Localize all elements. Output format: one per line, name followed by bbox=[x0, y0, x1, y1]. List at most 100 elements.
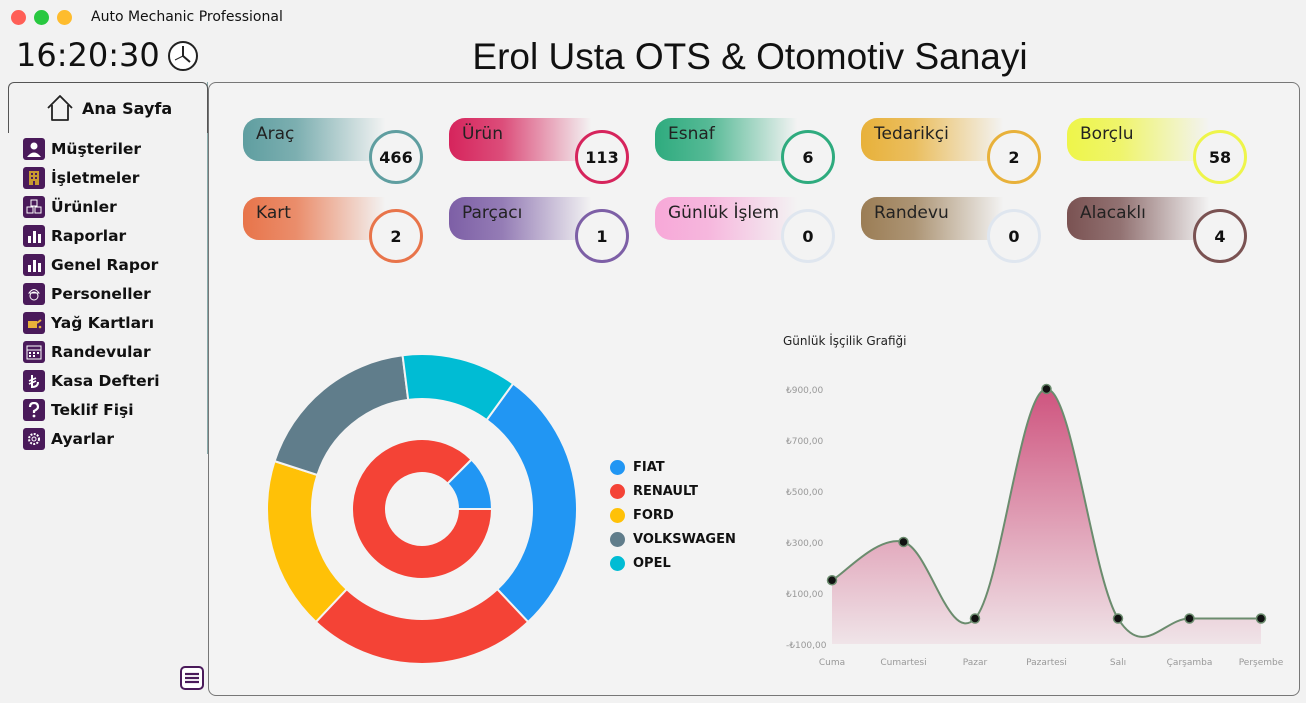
stat-card-value: 0 bbox=[987, 209, 1041, 263]
sidebar-item-genel-rapor[interactable]: Genel Rapor bbox=[23, 250, 160, 279]
sidebar-item-raporlar[interactable]: Raporlar bbox=[23, 221, 160, 250]
legend-label: VOLKSWAGEN bbox=[633, 531, 736, 547]
stat-card[interactable]: Günlük İşlem 0 bbox=[655, 195, 845, 265]
legend-swatch bbox=[610, 531, 625, 547]
donut-slice-outer-opel[interactable] bbox=[401, 353, 515, 422]
donut-slice-outer-renault[interactable] bbox=[314, 587, 530, 665]
sidebar-item-label: Randevular bbox=[51, 342, 151, 361]
data-point bbox=[826, 575, 838, 586]
donut-slice-outer-ford[interactable] bbox=[266, 459, 349, 624]
data-point bbox=[1112, 613, 1124, 624]
home-label: Ana Sayfa bbox=[82, 99, 173, 118]
stat-card-value: 1 bbox=[575, 209, 629, 263]
sidebar-item-label: İşletmeler bbox=[51, 168, 140, 187]
data-point bbox=[1184, 613, 1195, 624]
legend-item[interactable]: VOLKSWAGEN bbox=[610, 527, 736, 551]
sidebar-nav: Müşteriler İşletmeler Ürünler Raporlar G… bbox=[23, 134, 160, 453]
legend-swatch bbox=[610, 459, 625, 475]
x-tick-label: Perşembe bbox=[1239, 658, 1284, 668]
stat-card-value: 2 bbox=[369, 209, 423, 263]
legend-item[interactable]: FORD bbox=[610, 503, 736, 527]
stat-card-value: 113 bbox=[575, 130, 629, 184]
bar-chart-icon bbox=[23, 224, 45, 247]
sidebar-item-isletmeler[interactable]: İşletmeler bbox=[23, 163, 160, 192]
stat-card-label: Ürün bbox=[462, 124, 503, 144]
stat-card[interactable]: Borçlu 58 bbox=[1067, 116, 1257, 186]
brand-donut-chart bbox=[266, 353, 578, 665]
area-fill bbox=[832, 389, 1261, 644]
stat-card-label: Araç bbox=[256, 124, 295, 144]
x-tick-label: Çarşamba bbox=[1167, 658, 1213, 668]
sidebar-item-label: Ayarlar bbox=[51, 429, 115, 448]
stat-card-label: Günlük İşlem bbox=[668, 203, 780, 223]
sidebar-item-label: Raporlar bbox=[51, 226, 127, 245]
clock-icon bbox=[167, 40, 199, 76]
sidebar-item-label: Kasa Defteri bbox=[51, 371, 160, 390]
stat-card-value: 0 bbox=[781, 209, 835, 263]
stat-card[interactable]: Parçacı 1 bbox=[449, 195, 639, 265]
daily-labor-chart: Günlük İşçilik Grafiği ₺900,00 ₺700,00 ₺500… bbox=[783, 333, 1284, 668]
legend-swatch bbox=[610, 483, 625, 499]
sidebar-item-label: Genel Rapor bbox=[51, 255, 159, 274]
legend-swatch bbox=[610, 507, 625, 523]
stat-card-value: 466 bbox=[369, 130, 423, 184]
oil-can-icon bbox=[23, 311, 45, 334]
sidebar-item-musteriler[interactable]: Müşteriler bbox=[23, 134, 160, 163]
sidebar-item-label: Teklif Fişi bbox=[51, 400, 134, 419]
chart-title: Günlük İşçilik Grafiği bbox=[783, 333, 906, 348]
stat-card[interactable]: Esnaf 6 bbox=[655, 116, 845, 186]
donut-slice-outer-fiat[interactable] bbox=[485, 382, 578, 624]
gear-icon bbox=[23, 427, 45, 450]
hamburger-menu-icon bbox=[180, 666, 204, 690]
minimize-window-button[interactable] bbox=[57, 10, 72, 25]
legend-item[interactable]: RENAULT bbox=[610, 479, 736, 503]
question-icon bbox=[23, 398, 45, 421]
menu-button[interactable] bbox=[180, 666, 204, 694]
x-tick-label: Pazartesi bbox=[1026, 658, 1067, 668]
legend-label: FIAT bbox=[633, 459, 665, 475]
sidebar-item-randevular[interactable]: Randevular bbox=[23, 337, 160, 366]
building-icon bbox=[23, 166, 45, 189]
legend-item[interactable]: FIAT bbox=[610, 455, 736, 479]
stat-card-label: Alacaklı bbox=[1080, 203, 1146, 223]
sidebar-item-ayarlar[interactable]: Ayarlar bbox=[23, 424, 160, 453]
sidebar-item-yag-kartlari[interactable]: Yağ Kartları bbox=[23, 308, 160, 337]
sidebar-item-personeller[interactable]: Personeller bbox=[23, 279, 160, 308]
zoom-window-button[interactable] bbox=[34, 10, 49, 25]
home-button[interactable]: Ana Sayfa bbox=[8, 82, 208, 133]
close-window-button[interactable] bbox=[11, 10, 26, 25]
stat-card[interactable]: Ürün 113 bbox=[449, 116, 639, 186]
sidebar-item-label: Personeller bbox=[51, 284, 151, 303]
y-tick-label: ₺500,00 bbox=[786, 488, 823, 498]
bar-chart-icon bbox=[23, 253, 45, 276]
y-tick-label: ₺300,00 bbox=[786, 539, 823, 549]
stat-card-label: Parçacı bbox=[462, 203, 523, 223]
stat-card-value: 6 bbox=[781, 130, 835, 184]
stat-card[interactable]: Kart 2 bbox=[243, 195, 433, 265]
y-tick-label: ₺900,00 bbox=[786, 386, 823, 396]
y-tick-label: ₺100,00 bbox=[786, 590, 823, 600]
sidebar-item-teklif-fisi[interactable]: Teklif Fişi bbox=[23, 395, 160, 424]
page-title: Erol Usta OTS & Otomotiv Sanayi bbox=[472, 36, 1028, 77]
app-title: Auto Mechanic Professional bbox=[91, 9, 283, 25]
stat-card[interactable]: Alacaklı 4 bbox=[1067, 195, 1257, 265]
x-tick-label: Cumartesi bbox=[880, 658, 926, 668]
legend-label: FORD bbox=[633, 507, 674, 523]
legend-item[interactable]: OPEL bbox=[610, 551, 736, 575]
donut-slice-inner-renault[interactable] bbox=[351, 438, 494, 580]
y-tick-label: ₺700,00 bbox=[786, 437, 823, 447]
legend-swatch bbox=[610, 555, 625, 571]
sidebar-item-kasa-defteri[interactable]: Kasa Defteri bbox=[23, 366, 160, 395]
stat-card[interactable]: Araç 466 bbox=[243, 116, 433, 186]
stat-card-label: Randevu bbox=[874, 203, 949, 223]
data-point bbox=[969, 613, 981, 624]
sidebar-item-label: Yağ Kartları bbox=[51, 313, 155, 332]
stat-card-value: 2 bbox=[987, 130, 1041, 184]
sidebar-item-urunler[interactable]: Ürünler bbox=[23, 192, 160, 221]
person-icon bbox=[23, 137, 45, 160]
clock-time: 16:20:30 bbox=[16, 36, 160, 74]
stat-card-label: Tedarikçi bbox=[874, 124, 949, 144]
data-point bbox=[1255, 613, 1267, 624]
stat-card[interactable]: Tedarikçi 2 bbox=[861, 116, 1051, 186]
stat-card[interactable]: Randevu 0 bbox=[861, 195, 1051, 265]
